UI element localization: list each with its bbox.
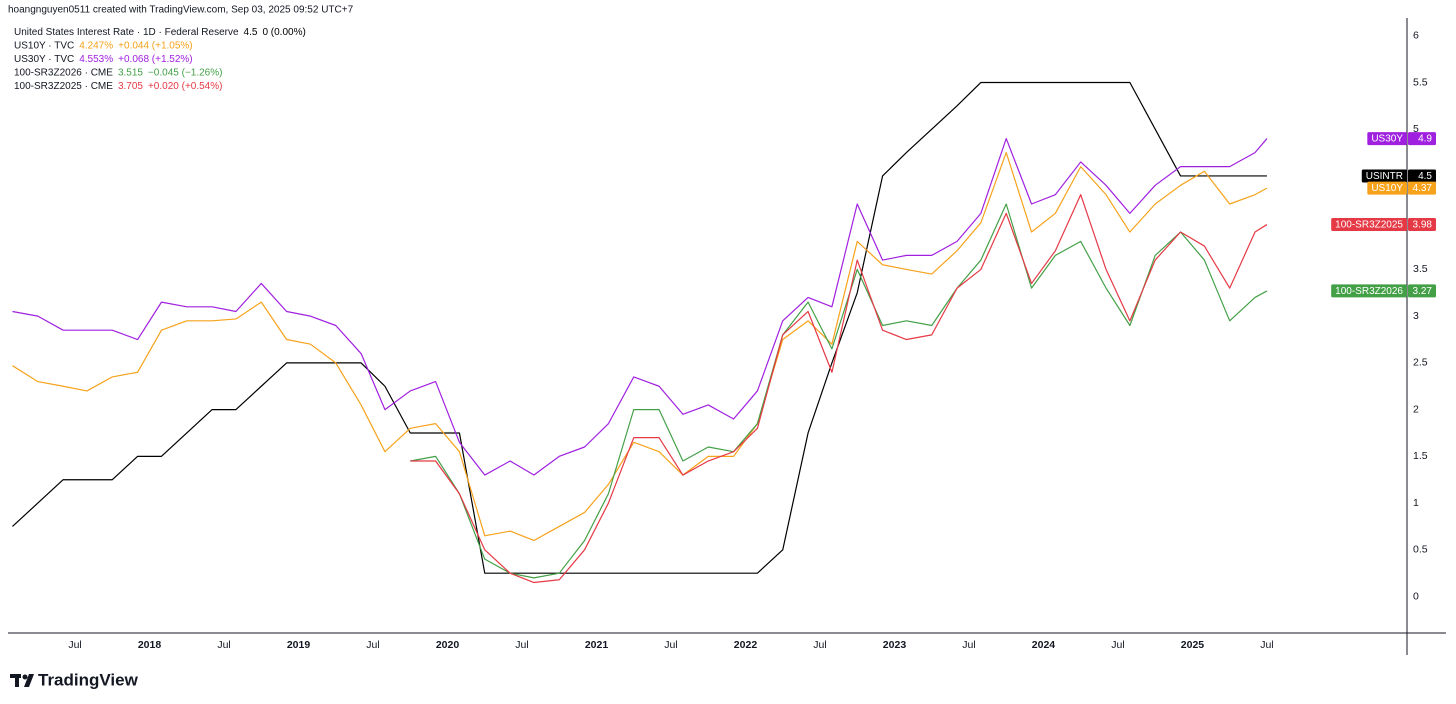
x-tick-label: Jul bbox=[217, 639, 230, 651]
series-label: US30Y bbox=[1371, 134, 1403, 145]
legend-quote: 4.247% bbox=[79, 40, 113, 51]
x-tick-label: 2024 bbox=[1032, 639, 1056, 651]
x-tick-label: Jul bbox=[664, 639, 677, 651]
last-value: 4.37 bbox=[1413, 183, 1433, 194]
x-tick-label: Jul bbox=[515, 639, 528, 651]
x-tick-label: Jul bbox=[68, 639, 81, 651]
x-tick-label: 2018 bbox=[138, 639, 162, 651]
last-value-box bbox=[1408, 132, 1436, 146]
x-tick-label: Jul bbox=[962, 639, 975, 651]
last-value: 4.5 bbox=[1418, 171, 1432, 182]
legend-name: US30Y · TVC bbox=[14, 54, 74, 65]
series-label-box bbox=[1331, 284, 1407, 298]
legend-quote: 4.5 bbox=[244, 27, 258, 38]
x-tick-label: 2021 bbox=[585, 639, 609, 651]
legend-entry: US30Y · TVC 4.553% +0.068 (+1.52%) bbox=[14, 54, 193, 65]
last-value-tag: USINTR 4.5 bbox=[1361, 169, 1436, 183]
series-label: 100-SR3Z2026 bbox=[1335, 286, 1403, 297]
legend-name: United States Interest Rate · 1D · Feder… bbox=[14, 27, 239, 38]
y-tick-label: 2 bbox=[1413, 403, 1419, 415]
series-label: US10Y bbox=[1371, 183, 1403, 194]
series-line bbox=[12, 137, 1268, 476]
last-value-box bbox=[1408, 218, 1436, 232]
y-tick-label: 2.5 bbox=[1413, 357, 1428, 369]
last-value: 4.9 bbox=[1418, 134, 1432, 145]
series-label-box bbox=[1361, 169, 1407, 183]
last-value-box bbox=[1408, 284, 1436, 298]
x-tick-label: 2020 bbox=[436, 639, 460, 651]
series-line bbox=[410, 194, 1268, 584]
x-tick-label: Jul bbox=[813, 639, 826, 651]
series-line bbox=[12, 151, 1268, 542]
y-tick-label: 3.5 bbox=[1413, 263, 1428, 275]
x-tick-label: 2025 bbox=[1181, 639, 1205, 651]
y-tick-label: 5.5 bbox=[1413, 76, 1428, 88]
legend-change: −0.045 (−1.26%) bbox=[148, 67, 223, 78]
y-tick-label: 6 bbox=[1413, 30, 1419, 42]
last-value-tag: 100-SR3Z2026 3.27 bbox=[1331, 284, 1436, 298]
series-line bbox=[410, 203, 1268, 579]
x-tick-label: Jul bbox=[1260, 639, 1273, 651]
last-value-tag: US10Y 4.37 bbox=[1367, 181, 1436, 195]
header-text: hoangnguyen0511 created with TradingView… bbox=[8, 5, 354, 16]
y-tick-label: 5 bbox=[1413, 123, 1419, 135]
x-tick-label: 2022 bbox=[734, 639, 758, 651]
last-value: 3.27 bbox=[1413, 286, 1433, 297]
series-label-box bbox=[1367, 181, 1407, 195]
legend-change: +0.068 (+1.52%) bbox=[118, 54, 193, 65]
x-tick-label: 2019 bbox=[287, 639, 311, 651]
series-label-box bbox=[1331, 218, 1407, 232]
y-tick-label: 3 bbox=[1413, 310, 1419, 322]
x-tick-label: 2023 bbox=[883, 639, 907, 651]
series-label-box bbox=[1367, 132, 1407, 146]
x-tick-label: Jul bbox=[366, 639, 379, 651]
last-value-tag: 100-SR3Z2025 3.98 bbox=[1331, 218, 1436, 232]
legend-entry: 100-SR3Z2025 · CME 3.705 +0.020 (+0.54%) bbox=[14, 81, 222, 92]
y-tick-label: 0 bbox=[1413, 590, 1419, 602]
y-tick-label: 1.5 bbox=[1413, 450, 1428, 462]
last-value-tag: US30Y 4.9 bbox=[1367, 132, 1436, 146]
x-tick-label: Jul bbox=[1111, 639, 1124, 651]
legend-name: US10Y · TVC bbox=[14, 40, 74, 51]
y-tick-label: 0.5 bbox=[1413, 544, 1428, 556]
series-label: USINTR bbox=[1366, 171, 1403, 182]
legend-quote: 4.553% bbox=[79, 54, 113, 65]
legend-name: 100-SR3Z2026 · CME bbox=[14, 67, 113, 78]
legend-entry: 100-SR3Z2026 · CME 3.515 −0.045 (−1.26%) bbox=[14, 67, 222, 78]
brand-name: TradingView bbox=[38, 670, 139, 689]
brand-logo bbox=[10, 674, 34, 687]
last-value-box bbox=[1408, 181, 1436, 195]
legend-change: +0.044 (+1.05%) bbox=[118, 40, 193, 51]
legend-quote: 3.705 bbox=[118, 81, 143, 92]
legend-entry: United States Interest Rate · 1D · Feder… bbox=[14, 27, 306, 38]
legend-quote: 3.515 bbox=[118, 67, 143, 78]
legend-change: 0 (0.00%) bbox=[262, 27, 305, 38]
series-line bbox=[12, 81, 1267, 574]
y-tick-label: 1 bbox=[1413, 497, 1419, 509]
last-value-box bbox=[1408, 169, 1436, 183]
legend-entry: US10Y · TVC 4.247% +0.044 (+1.05%) bbox=[14, 40, 193, 51]
series-label: 100-SR3Z2025 bbox=[1335, 220, 1403, 231]
last-value: 3.98 bbox=[1413, 220, 1433, 231]
legend-change: +0.020 (+0.54%) bbox=[148, 81, 223, 92]
legend-name: 100-SR3Z2025 · CME bbox=[14, 81, 113, 92]
